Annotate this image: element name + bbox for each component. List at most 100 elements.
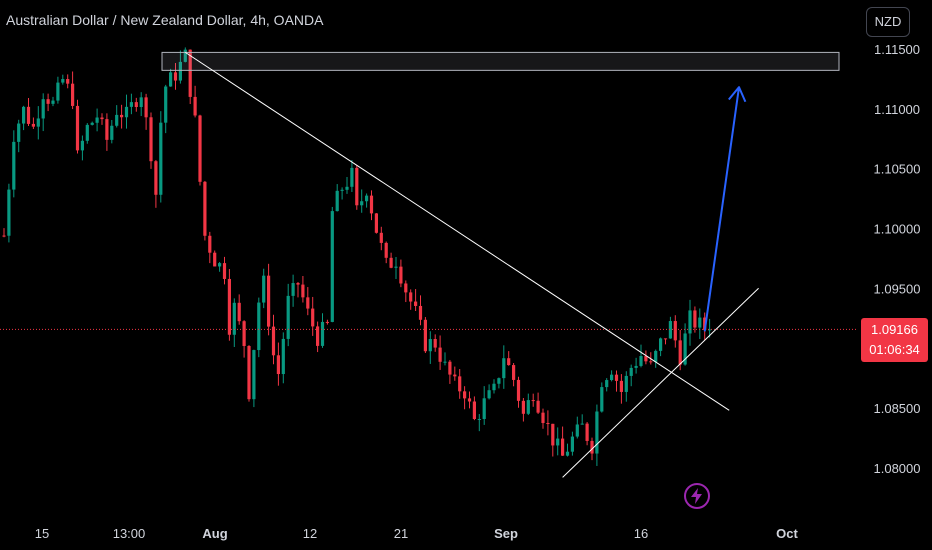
time-tick-label: 15	[35, 526, 49, 541]
candle	[193, 85, 197, 118]
drawings-layer[interactable]	[161, 51, 840, 478]
candle	[139, 92, 143, 117]
candle	[26, 97, 31, 126]
candle	[693, 306, 697, 333]
candle	[541, 408, 545, 429]
time-axis[interactable]: 15 13:00 Aug 12 21 Sep 16 Oct	[35, 526, 799, 541]
time-tick-label: 21	[394, 526, 408, 541]
candle	[100, 113, 104, 125]
candle	[227, 269, 231, 341]
candle	[698, 308, 702, 339]
candle	[433, 334, 437, 352]
candle	[389, 252, 393, 269]
candle	[56, 76, 60, 104]
time-tick-label: 12	[303, 526, 317, 541]
candle	[262, 268, 266, 309]
candle	[585, 422, 589, 446]
descending-trendline[interactable]	[185, 51, 730, 411]
candle	[639, 344, 643, 368]
ascending-trendline[interactable]	[562, 287, 759, 478]
candle	[708, 318, 712, 338]
candle	[80, 135, 84, 161]
candle	[36, 106, 40, 140]
resistance-zone[interactable]	[161, 51, 840, 71]
candle	[17, 119, 21, 153]
candle	[629, 364, 633, 387]
candle	[654, 349, 658, 368]
candle	[531, 393, 535, 407]
candle	[659, 337, 663, 357]
candle	[178, 50, 182, 84]
candle	[291, 274, 295, 307]
candle	[477, 414, 481, 432]
candle	[546, 410, 550, 436]
candle	[379, 226, 383, 251]
candle	[467, 391, 472, 409]
candle	[428, 331, 432, 364]
candle	[198, 114, 202, 186]
candle	[66, 74, 70, 89]
candle	[409, 289, 413, 310]
candle	[110, 119, 114, 144]
candle	[188, 49, 192, 104]
candle	[340, 187, 344, 200]
candle	[105, 113, 109, 151]
price-tick-label: 1.11000	[874, 102, 920, 117]
candle	[222, 256, 227, 285]
candle	[31, 117, 35, 129]
candle	[144, 93, 148, 130]
candle	[2, 228, 6, 238]
candle	[183, 47, 187, 63]
price-tick-label: 1.10000	[874, 222, 921, 237]
projection-arrow[interactable]	[703, 86, 747, 332]
candle	[164, 84, 168, 134]
candle	[487, 384, 491, 400]
candle	[301, 275, 305, 303]
candle	[208, 231, 212, 264]
candle	[355, 165, 359, 210]
candle	[85, 123, 89, 144]
candle	[463, 386, 467, 410]
lightning-icon[interactable]	[684, 483, 710, 509]
candle	[281, 332, 285, 384]
time-tick-label: Sep	[494, 526, 518, 541]
candle	[335, 184, 339, 212]
candle	[561, 426, 565, 456]
candle	[169, 68, 173, 87]
candle	[12, 130, 16, 198]
candle	[350, 160, 354, 193]
candle	[325, 319, 329, 325]
candle	[134, 97, 138, 112]
candle	[502, 345, 506, 389]
candle	[296, 282, 300, 298]
candle	[257, 297, 261, 358]
candle	[492, 379, 496, 394]
currency-button[interactable]: NZD	[866, 7, 910, 37]
price-tick-label: 1.10500	[874, 162, 921, 177]
candle	[610, 370, 614, 382]
candle	[575, 416, 579, 439]
candle	[369, 190, 374, 221]
price-axis[interactable]: 1.115001.110001.105001.100001.095001.090…	[874, 42, 921, 476]
candle	[668, 316, 672, 339]
candle	[218, 261, 222, 272]
candle	[453, 366, 457, 381]
candle	[149, 112, 153, 169]
candle	[458, 369, 462, 399]
candle	[472, 396, 476, 421]
candle	[526, 393, 530, 416]
candle	[688, 299, 692, 346]
candle	[438, 335, 442, 370]
candle	[536, 392, 540, 414]
candle	[330, 206, 334, 323]
last-price-value: 1.09166	[871, 322, 918, 337]
candle	[203, 180, 207, 241]
candle	[75, 99, 80, 154]
candle	[570, 431, 574, 456]
price-tick-label: 1.08000	[874, 461, 921, 476]
candle	[399, 259, 403, 288]
candle	[497, 377, 501, 389]
chart-title: Australian Dollar / New Zealand Dollar, …	[6, 12, 324, 28]
